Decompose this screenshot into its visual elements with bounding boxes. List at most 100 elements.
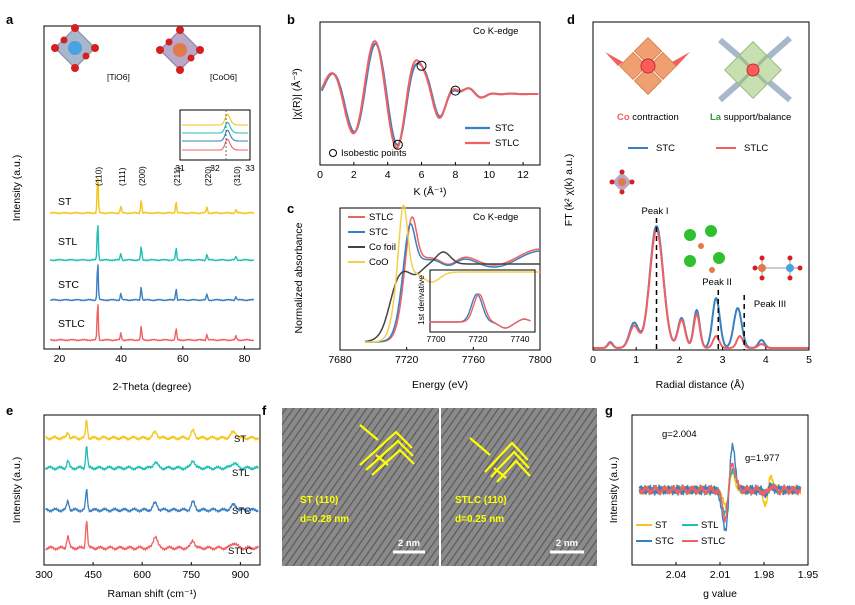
x-tick-label: 5 (806, 354, 812, 366)
series-label-stl: STL (232, 468, 249, 479)
panel-c-plot: 7680 7720 7760 7800 (328, 204, 552, 366)
ft-series-stlc (592, 229, 810, 349)
panel-e: e ST STL STC STLC 300 450 600 750 900 Intensity … (6, 403, 261, 600)
stlc-plane-label: STLC (110) (455, 495, 507, 506)
y-axis-label: Intensity (a.u.) (11, 155, 23, 222)
legend-st: ST (655, 520, 667, 531)
epr-series-stlc (638, 462, 802, 523)
panel-d: d Co contraction (563, 12, 812, 391)
panel-c-inset-plot (429, 293, 531, 329)
x-tick-label: 2 (351, 169, 357, 181)
g-annotation: g=1.977 (745, 453, 780, 464)
panel-e-plot: ST STL STC STLC 300 450 600 750 900 (35, 419, 260, 581)
x-tick-label: 450 (84, 569, 102, 581)
y-axis-label: FT (k² χ(k) a.u.) (563, 154, 575, 226)
panel-label-g: g (605, 403, 613, 418)
y-axis-label: |χ(R)| (Å⁻³) (290, 68, 303, 120)
panel-a-inset-plot (182, 110, 248, 160)
panel-b-plot: 0 2 4 6 8 10 12 (317, 40, 539, 181)
inset-series-stlc (182, 138, 248, 151)
panel-a-plot: ST STL STC STLC (110) (111) (200) (211) (220) (31… (49, 166, 255, 365)
peak-label: Peak I (642, 206, 669, 217)
panel-c-title: Co K-edge (473, 212, 518, 223)
legend-stl: STL (701, 520, 718, 531)
panel-d-frame (592, 21, 810, 351)
x-tick-label: 900 (232, 569, 250, 581)
x-tick-label: 8 (452, 169, 458, 181)
x-tick-label: 3 (720, 354, 726, 366)
x-tick-label: 60 (177, 353, 189, 365)
legend-stlc: STLC (495, 138, 519, 149)
panel-label-a: a (6, 12, 14, 27)
panel-c: c Co K-edge 7680 7720 7760 7800 1st derivat… (287, 201, 552, 391)
inset-tick: 31 (175, 163, 185, 173)
xrd-series-stc (50, 264, 255, 302)
x-axis-label: g value (703, 588, 737, 600)
legend-coo: CoO (369, 257, 389, 268)
x-tick-label: 10 (483, 169, 495, 181)
inset-tick: 7740 (511, 334, 530, 344)
panel-b: b Co K-edge 0 2 4 6 8 10 12 |χ(R)| (Å⁻³) K (Å⁻… (287, 12, 541, 198)
series-label-stlc: STLC (228, 546, 252, 557)
x-tick-label: 80 (239, 353, 251, 365)
panel-e-frame (43, 414, 261, 566)
inset-y-label: 1st derivative (416, 275, 426, 325)
panel-label-b: b (287, 12, 295, 27)
peak-label: Peak II (702, 277, 732, 288)
series-label-stlc: STLC (58, 318, 85, 330)
x-tick-label: 4 (763, 354, 769, 366)
panel-c-frame (339, 207, 541, 351)
x-tick-label: 0 (317, 169, 323, 181)
x-tick-label: 600 (133, 569, 151, 581)
xanes-series-stc (364, 223, 541, 343)
la-atoms-icon (684, 225, 725, 273)
panel-g-plot: 2.04 2.01 1.98 1.95 (638, 442, 819, 581)
g-annotation: g=2.004 (662, 429, 697, 440)
legend-stc: STC (369, 227, 388, 238)
x-tick-label: 750 (183, 569, 201, 581)
x-tick-label: 300 (35, 569, 53, 581)
x-tick-label: 2.01 (710, 569, 731, 581)
inset-series-stl (182, 121, 248, 134)
legend-stlc: STLC (701, 536, 725, 547)
panel-c-inset-frame (429, 269, 536, 333)
series-label-stc: STC (58, 279, 79, 291)
panel-label-e: e (6, 403, 13, 418)
isobestic-legend: Isobestic points (341, 148, 407, 159)
panel-a-inset-frame (179, 109, 251, 161)
x-tick-label: 1.95 (798, 569, 819, 581)
raman-series-st (45, 419, 260, 441)
raman-series-stlc (45, 520, 260, 551)
panel-b-frame (319, 21, 541, 166)
y-axis-label: Intensity (a.u.) (11, 457, 23, 524)
x-axis-label: 2-Theta (degree) (113, 381, 192, 393)
raman-series-stl (44, 446, 259, 471)
series-label-stl: STL (58, 236, 77, 248)
panel-c-legend: STLC STC Co foil CoO (348, 212, 396, 268)
co-contraction-label: Co contraction (617, 112, 679, 123)
xanes-series-coo (364, 204, 541, 343)
lattice-marker-left-icon (359, 424, 415, 476)
co-contraction-schematic-icon (605, 37, 690, 95)
legend-stlc: STLC (369, 212, 393, 223)
panel-g: g 2.04 2.01 1.98 1.95 g=2.004 g=1.977 ST ST… (605, 403, 818, 600)
x-tick-label: 4 (385, 169, 391, 181)
inset-tick: 33 (245, 163, 255, 173)
co-octahedron-icon (609, 169, 635, 195)
x-tick-label: 0 (590, 354, 596, 366)
xrd-series-stl (49, 224, 255, 262)
series-label-stc: STC (232, 506, 251, 517)
series-label-st: ST (58, 196, 72, 208)
legend-stlc: STLC (744, 143, 768, 154)
x-tick-label: 7720 (395, 354, 419, 366)
isobestic-point (392, 139, 403, 150)
inset-tick: 7700 (427, 334, 446, 344)
xanes-series-cofoil (364, 251, 541, 343)
legend-stc: STC (655, 536, 674, 547)
x-tick-label: 1.98 (754, 569, 775, 581)
raman-series-stc (45, 488, 259, 513)
inset-series-st (182, 113, 248, 126)
panel-label-d: d (567, 12, 575, 27)
x-tick-label: 6 (419, 169, 425, 181)
x-tick-label: 7800 (528, 354, 552, 366)
